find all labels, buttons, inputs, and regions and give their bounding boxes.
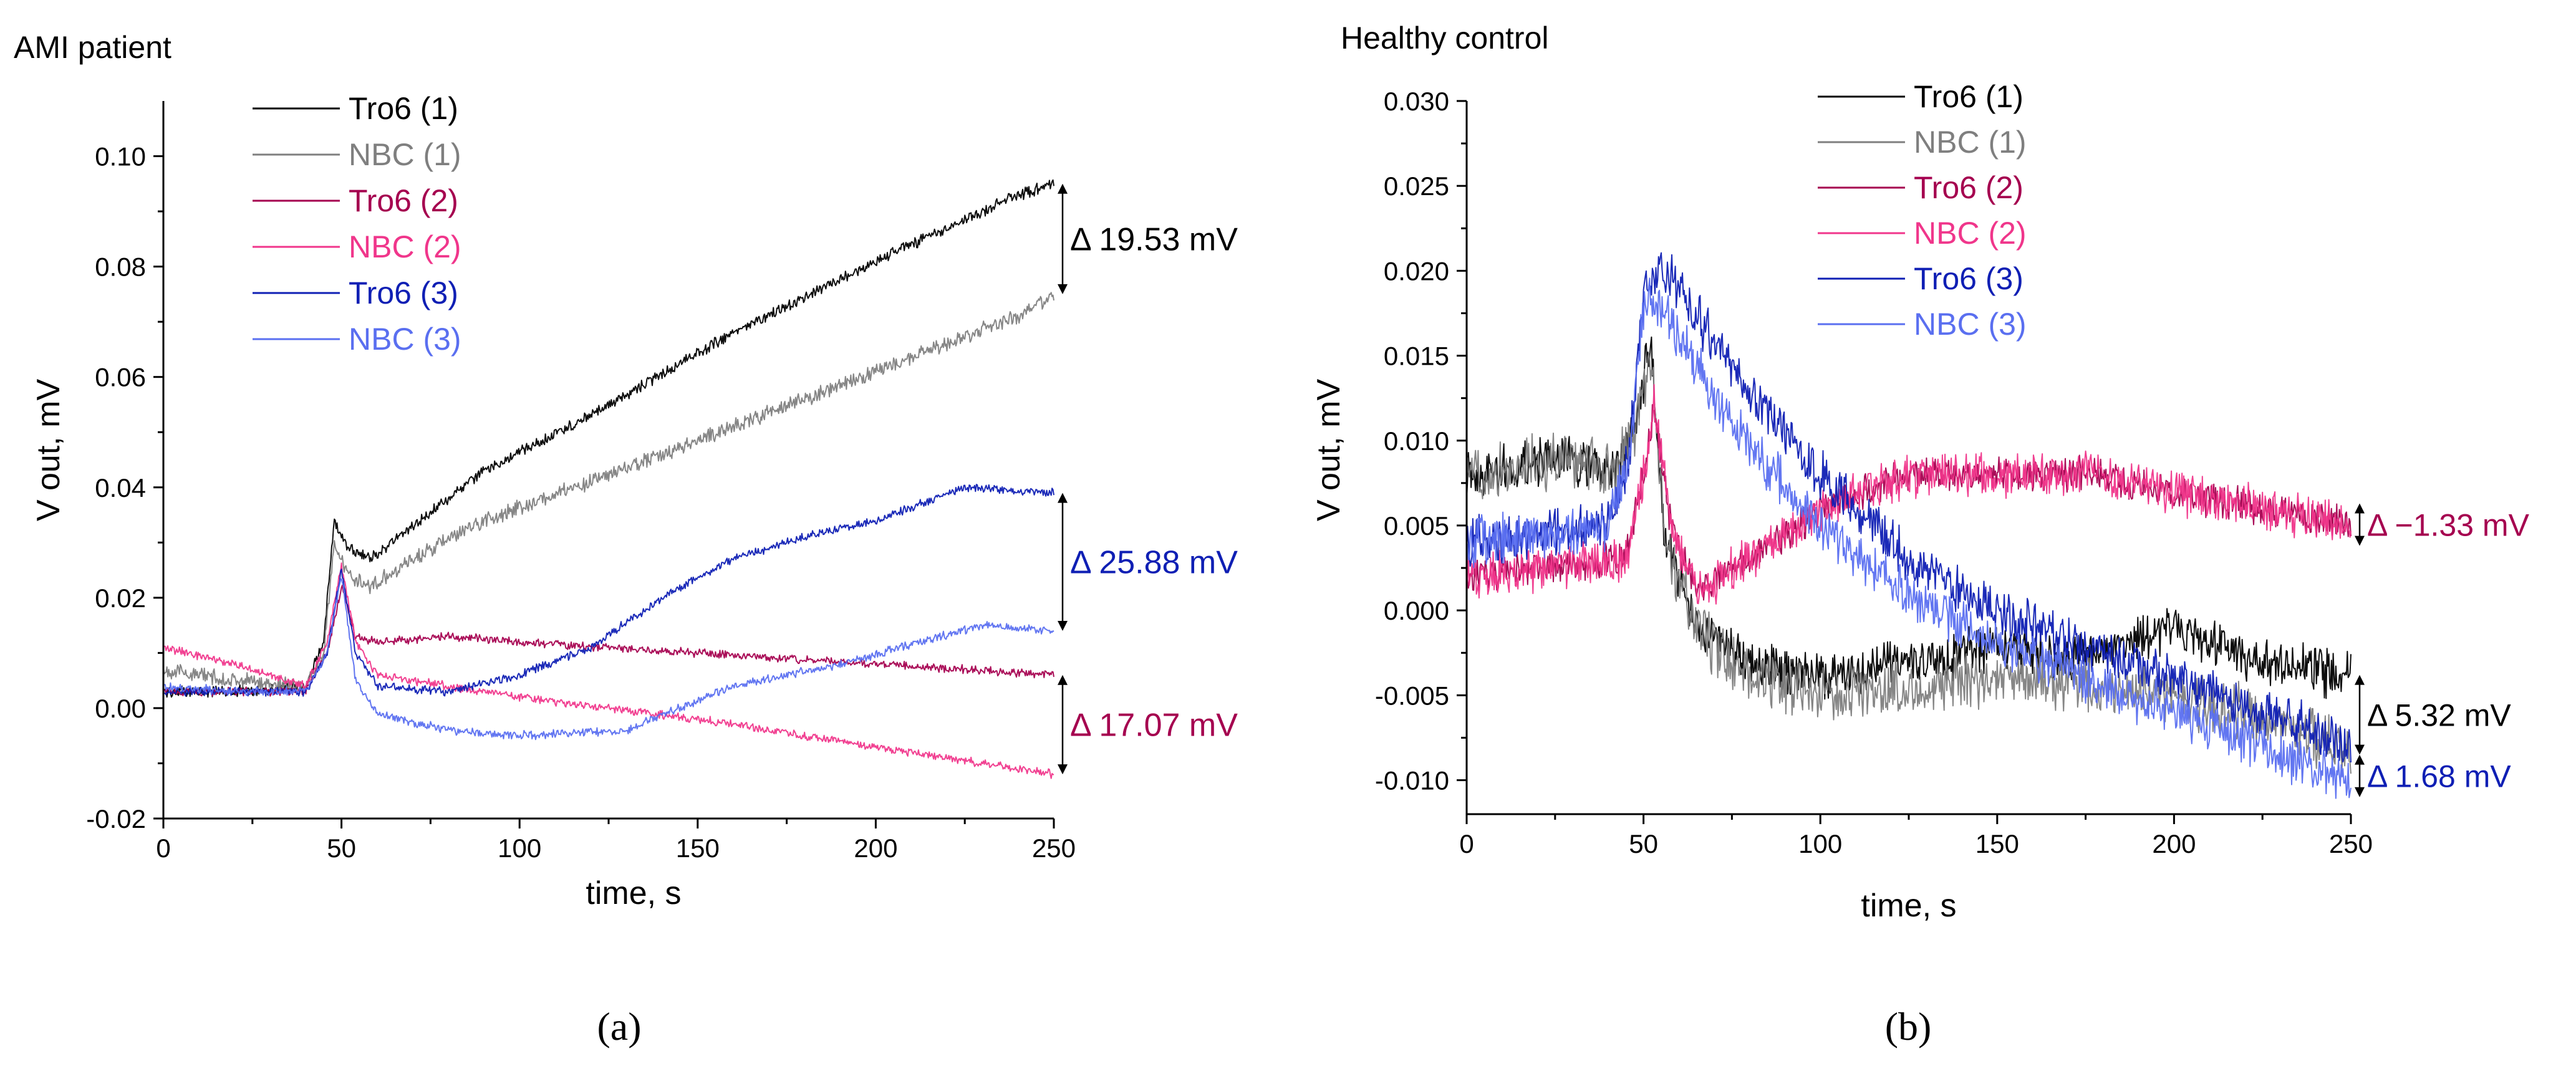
- y-tick-label: -0.02: [86, 804, 146, 833]
- y-tick-label: -0.005: [1375, 681, 1449, 710]
- series-line-nbc-2: [1467, 384, 2352, 605]
- delta-label: Δ 25.88 mV: [1070, 544, 1238, 580]
- x-tick-label: 200: [854, 833, 897, 863]
- series-group: [163, 179, 1054, 779]
- delta-label: Δ −1.33 mV: [2367, 508, 2530, 543]
- delta-annotations: Δ −1.33 mV Δ 5.32 mV Δ 1.68 mV: [2355, 503, 2530, 797]
- arrow-head-up-icon: [1058, 492, 1068, 503]
- axes: 0 50 100 150 200 250 -0.02 0.00 0.02 0.04 0.06 0.08…: [86, 101, 1076, 863]
- legend: Tro6 (1) NBC (1) Tro6 (2) NBC (2) Tro6 (3) NB…: [253, 91, 461, 357]
- arrow-head-up-icon: [1058, 183, 1068, 194]
- panel-b-ylabel: V out, mV: [1311, 379, 1347, 522]
- y-tick-label: 0.06: [95, 363, 146, 392]
- series-line-nbc-3: [1467, 277, 2352, 799]
- y-tick-label: 0.000: [1384, 596, 1449, 625]
- panel-b-plot: 0 50 100 150 200 250 -0.010 -0.005 0.000 0.005 0.0…: [1375, 79, 2530, 858]
- y-tick-label: 0.08: [95, 252, 146, 282]
- arrow-head-down-icon: [2355, 787, 2365, 797]
- y-tick-label: 0.04: [95, 473, 146, 502]
- legend: Tro6 (1) NBC (1) Tro6 (2) NBC (2) Tro6 (3) NB…: [1818, 79, 2027, 342]
- panel-a-title: AMI patient: [14, 30, 171, 65]
- x-tick-label: 250: [2329, 829, 2373, 858]
- y-tick-label: 0.02: [95, 583, 146, 613]
- arrow-head-up-icon: [1058, 675, 1068, 685]
- legend-label: Tro6 (3): [349, 276, 458, 310]
- legend-label: NBC (2): [349, 229, 461, 264]
- delta-label: Δ 19.53 mV: [1070, 221, 1238, 257]
- x-tick-label: 150: [676, 833, 720, 863]
- series-line-nbc-1: [1467, 353, 2352, 774]
- legend-label: NBC (3): [1914, 307, 2027, 342]
- series-line-nbc-2: [163, 562, 1054, 779]
- y-tick-label: 0.00: [95, 694, 146, 723]
- legend-label: NBC (1): [1914, 125, 2027, 160]
- series-line-tro6-3: [1467, 252, 2352, 763]
- panel-b-title: Healthy control: [1341, 21, 1549, 55]
- x-tick-label: 100: [1798, 829, 1842, 858]
- arrow-head-down-icon: [1058, 284, 1068, 294]
- delta-label: Δ 1.68 mV: [2367, 759, 2511, 794]
- panel-b-caption: (b): [1885, 1004, 1932, 1049]
- series-line-nbc-1: [163, 292, 1054, 694]
- panel-b-xlabel: time, s: [1861, 888, 1956, 924]
- arrow-head-down-icon: [2355, 535, 2365, 546]
- y-tick-label: 0.020: [1384, 256, 1449, 286]
- arrow-head-down-icon: [1058, 764, 1068, 775]
- panel-b-healthy-control: Healthy control 0 50 100 150 200 250 -0.010 -0.…: [1311, 21, 2530, 1049]
- x-tick-label: 0: [1459, 829, 1474, 858]
- x-tick-label: 200: [2152, 829, 2196, 858]
- x-tick-label: 50: [1629, 829, 1658, 858]
- series-group: [1467, 252, 2352, 799]
- legend-label: Tro6 (2): [349, 183, 458, 218]
- delta-label: Δ 17.07 mV: [1070, 707, 1238, 743]
- x-tick-label: 100: [498, 833, 541, 863]
- series-line-nbc-3: [163, 578, 1054, 741]
- series-line-tro6-3: [163, 484, 1054, 697]
- x-tick-label: 250: [1032, 833, 1076, 863]
- arrow-head-up-icon: [2355, 675, 2365, 685]
- y-tick-label: 0.010: [1384, 426, 1449, 456]
- legend-label: NBC (3): [349, 322, 461, 357]
- y-tick-label: 0.025: [1384, 171, 1449, 201]
- panel-a-caption: (a): [597, 1004, 641, 1049]
- arrow-head-down-icon: [2355, 744, 2365, 755]
- y-tick-label: 0.015: [1384, 342, 1449, 371]
- legend-label: Tro6 (1): [349, 91, 458, 126]
- arrow-head-up-icon: [2355, 754, 2365, 765]
- panel-a-ylabel: V out, mV: [31, 379, 67, 522]
- y-tick-label: 0.030: [1384, 87, 1449, 116]
- y-tick-label: 0.005: [1384, 511, 1449, 540]
- arrow-head-down-icon: [1058, 620, 1068, 631]
- delta-label: Δ 5.32 mV: [2367, 698, 2511, 733]
- panel-a-ami-patient: AMI patient 0 50 100 150 200 250 -0.02 0.00 0.02…: [14, 30, 1238, 1049]
- x-tick-label: 150: [1975, 829, 2019, 858]
- legend-label: Tro6 (2): [1914, 170, 2024, 205]
- legend-label: NBC (2): [1914, 216, 2027, 251]
- x-tick-label: 0: [156, 833, 170, 863]
- x-tick-label: 50: [327, 833, 356, 863]
- panel-a-xlabel: time, s: [586, 875, 681, 911]
- legend-label: Tro6 (3): [1914, 261, 2024, 296]
- arrow-head-up-icon: [2355, 503, 2365, 514]
- legend-label: NBC (1): [349, 137, 461, 172]
- axes: 0 50 100 150 200 250 -0.010 -0.005 0.000 0.005 0.0…: [1375, 87, 2373, 858]
- y-tick-label: 0.10: [95, 142, 146, 171]
- panel-a-plot: 0 50 100 150 200 250 -0.02 0.00 0.02 0.04 0.06 0.08…: [86, 91, 1238, 863]
- legend-label: Tro6 (1): [1914, 79, 2024, 114]
- delta-annotations: Δ 19.53 mV Δ 25.88 mV Δ 17.07 mV: [1058, 183, 1238, 775]
- series-line-tro6-2: [163, 584, 1054, 697]
- y-tick-label: -0.010: [1375, 766, 1449, 795]
